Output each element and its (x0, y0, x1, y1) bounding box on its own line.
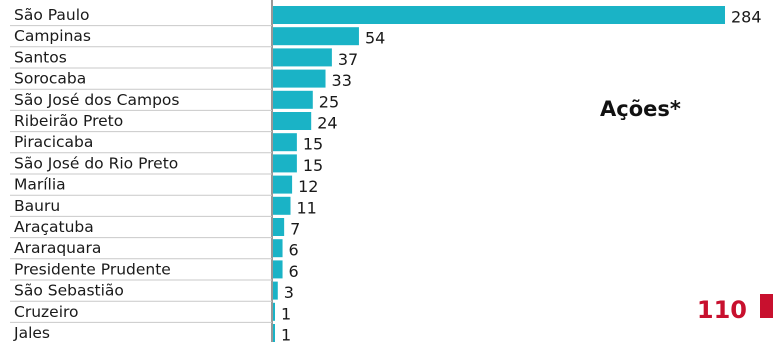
value-label: 7 (290, 220, 300, 239)
value-label: 1 (281, 304, 291, 323)
value-label: 15 (303, 156, 323, 175)
category-label: Cruzeiro (14, 303, 79, 321)
value-label: 1 (281, 326, 291, 342)
bar (273, 324, 275, 342)
category-label: São Sebastião (14, 282, 124, 300)
bar (273, 175, 293, 194)
bar (273, 281, 278, 300)
value-label: 25 (319, 92, 339, 111)
value-label: 24 (317, 114, 337, 133)
category-label: Sorocaba (14, 70, 86, 88)
category-label: Araraquara (14, 239, 101, 257)
bar (273, 48, 332, 67)
bar (273, 302, 275, 321)
bar (273, 27, 359, 46)
category-label: São José do Rio Preto (14, 154, 178, 172)
value-label: 284 (731, 8, 762, 27)
value-label: 54 (365, 29, 385, 48)
bar (273, 196, 291, 215)
value-label: 6 (289, 262, 299, 281)
category-label: Presidente Prudente (14, 260, 171, 278)
category-label: Araçatuba (14, 218, 94, 236)
value-label: 11 (297, 198, 317, 217)
value-label: 3 (284, 283, 294, 302)
bar (273, 90, 313, 109)
value-label: 33 (332, 71, 352, 90)
category-label: Ribeirão Preto (14, 112, 123, 130)
value-label: 15 (303, 135, 323, 154)
category-label: Jales (13, 324, 50, 342)
bar (273, 239, 283, 258)
category-label: Santos (14, 48, 67, 66)
chart-title: Ações* (600, 97, 681, 121)
category-label: Marília (14, 176, 66, 194)
value-label: 12 (298, 177, 318, 196)
bar (273, 69, 326, 88)
bar (273, 133, 297, 152)
accent-marker (760, 294, 773, 318)
category-label: Bauru (14, 197, 60, 215)
category-label: São Paulo (14, 6, 90, 24)
page-number: 110 (697, 296, 747, 324)
value-label: 37 (338, 50, 358, 69)
category-label: Piracicaba (14, 133, 93, 151)
bar (273, 112, 312, 130)
bar (273, 260, 283, 279)
bar (273, 6, 725, 24)
category-label: São José dos Campos (14, 91, 179, 109)
bar (273, 218, 285, 236)
value-label: 6 (289, 241, 299, 260)
bar (273, 154, 297, 173)
category-label: Campinas (14, 27, 91, 45)
